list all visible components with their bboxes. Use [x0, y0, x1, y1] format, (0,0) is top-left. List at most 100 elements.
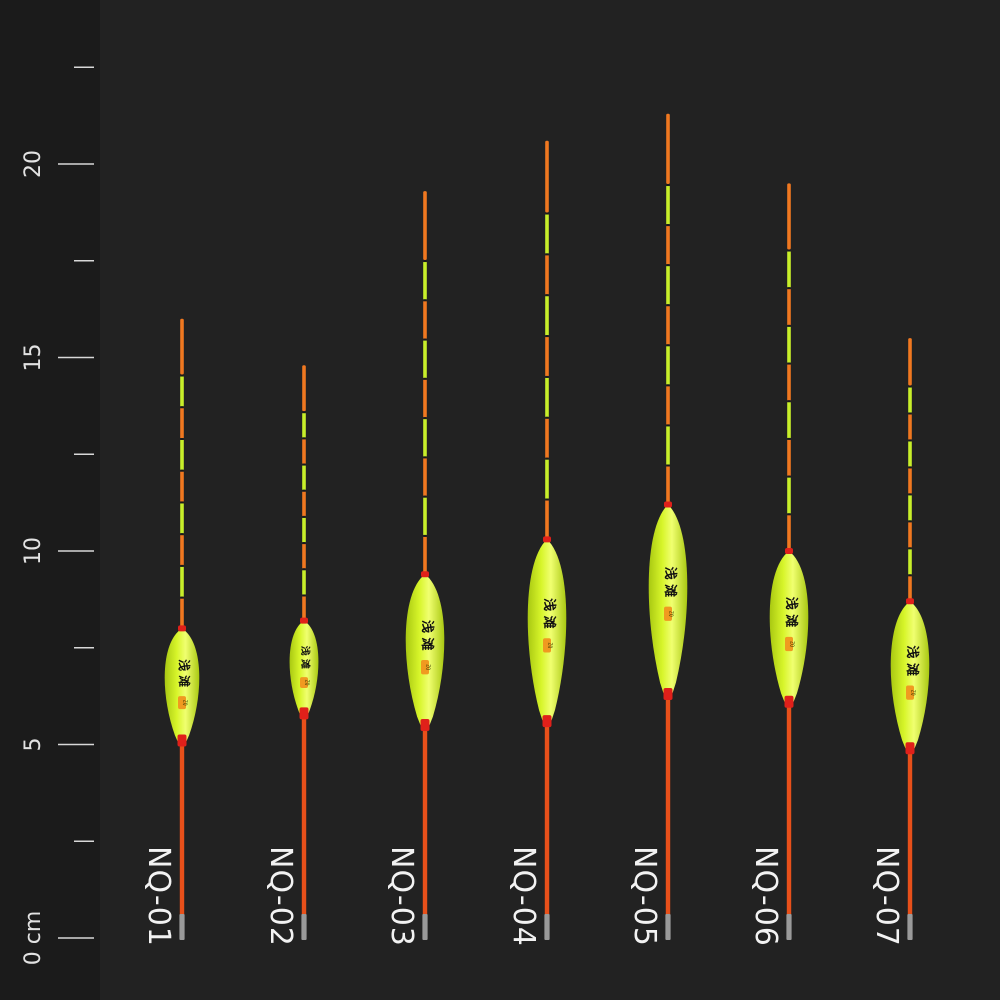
tip-band	[180, 374, 184, 377]
float-nq-07: 浅 滩 ZQ NQ-07	[869, 338, 930, 947]
tip-segment	[180, 471, 184, 502]
float-top-collar	[421, 571, 429, 578]
ruler-tick-label: 15	[21, 344, 46, 372]
tip-band	[180, 437, 184, 440]
tip-band	[787, 287, 791, 290]
tip-segment	[666, 266, 670, 305]
tip-segment	[302, 491, 306, 516]
tip-segment	[787, 289, 791, 325]
tip-segment	[787, 402, 791, 438]
float-brand-text: 浅 滩	[783, 597, 799, 628]
float-brand-text: 浅 滩	[662, 567, 678, 598]
tip-band	[302, 489, 306, 492]
float-badge-text: ZQ	[304, 679, 310, 685]
float-stem	[422, 729, 428, 916]
tip-segment	[180, 318, 184, 375]
tip-band	[302, 568, 306, 571]
tip-segment	[302, 465, 306, 490]
tip-band	[908, 574, 912, 577]
float-body	[769, 551, 809, 706]
tip-segment	[787, 326, 791, 363]
float-tip	[302, 365, 306, 621]
float-badge	[421, 660, 429, 675]
tip-segment	[545, 214, 549, 254]
float-model-label: NQ-05	[627, 846, 662, 947]
tip-band	[302, 542, 306, 545]
float-badge	[178, 696, 186, 710]
float-body	[648, 504, 688, 699]
tip-band	[302, 463, 306, 466]
tip-band	[787, 362, 791, 365]
tip-band	[545, 253, 549, 256]
float-body	[527, 539, 567, 726]
ruler-strip	[0, 0, 100, 1000]
float-body	[890, 601, 930, 753]
tip-segment	[180, 503, 184, 534]
tip-band	[666, 264, 670, 267]
tip-segment	[666, 466, 670, 505]
tip-segment	[423, 340, 427, 378]
float-body	[405, 574, 445, 730]
tip-segment	[423, 536, 427, 575]
tip-band	[545, 457, 549, 460]
tip-band	[908, 547, 912, 550]
float-badge-text: ZQ	[910, 690, 916, 696]
float-badge	[300, 677, 308, 688]
tip-segment	[545, 459, 549, 499]
tip-band	[180, 533, 184, 536]
float-top-collar	[906, 598, 914, 605]
tip-band	[908, 412, 912, 415]
tip-segment	[787, 364, 791, 401]
float-model-label: NQ-02	[263, 846, 298, 947]
tip-band	[302, 437, 306, 440]
float-badge-text: ZQ	[182, 700, 188, 706]
tip-band	[423, 338, 427, 341]
float-model-label: NQ-03	[384, 846, 419, 947]
tip-segment	[666, 386, 670, 425]
tip-segment	[180, 408, 184, 438]
float-nq-02: 浅 滩 ZQ NQ-02	[263, 365, 319, 947]
tip-band	[545, 416, 549, 419]
tip-segment	[545, 377, 549, 417]
tip-band	[666, 384, 670, 387]
ruler-tick-label: 0 cm	[21, 911, 46, 966]
tip-band	[180, 469, 184, 472]
tip-segment	[302, 544, 306, 569]
float-bottom-collar	[905, 742, 915, 755]
tip-segment	[666, 226, 670, 265]
float-model-label: NQ-01	[141, 846, 176, 947]
tip-segment	[545, 255, 549, 295]
tip-band	[908, 439, 912, 442]
tip-segment	[545, 337, 549, 376]
tip-band	[545, 335, 549, 338]
float-body	[164, 628, 200, 745]
float-tip	[545, 140, 549, 540]
float-bottom-collar	[420, 719, 430, 732]
tip-band	[423, 456, 427, 459]
tip-segment	[787, 183, 791, 250]
tip-segment	[908, 338, 912, 386]
tip-segment	[302, 365, 306, 412]
tip-segment	[180, 376, 184, 407]
float-top-collar	[178, 625, 186, 632]
tip-segment	[908, 468, 912, 494]
tip-segment	[908, 576, 912, 602]
float-stem	[907, 752, 913, 916]
tip-segment	[666, 426, 670, 465]
floats-group: 浅 滩 ZQ NQ-01 浅 滩 ZQ NQ-02 浅 滩 ZQ NQ-03 浅 滩 ZQ NQ-04…	[141, 113, 930, 947]
float-base	[422, 914, 428, 940]
tip-segment	[302, 439, 306, 464]
float-model-label: NQ-04	[506, 846, 541, 947]
tip-segment	[180, 439, 184, 470]
tip-band	[787, 437, 791, 440]
tip-segment	[180, 598, 184, 629]
tip-segment	[423, 191, 427, 261]
float-base	[179, 914, 185, 940]
float-bottom-collar	[177, 734, 187, 747]
float-bottom-collar	[542, 715, 552, 728]
float-bottom-collar	[299, 707, 309, 720]
float-bottom-collar	[663, 688, 673, 701]
float-base	[907, 914, 913, 940]
float-badge	[785, 636, 793, 652]
